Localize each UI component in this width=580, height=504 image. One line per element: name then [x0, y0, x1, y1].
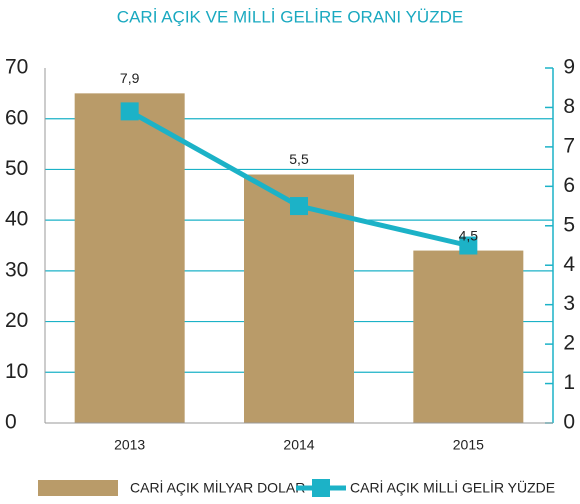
y2-tick-label: 1 [563, 371, 575, 394]
legend-label: CARİ AÇIK MİLYAR DOLAR [130, 479, 305, 496]
y2-tick-label: 8 [563, 95, 575, 118]
y2-tick-label: 7 [563, 134, 575, 157]
y2-tick-label: 0 [563, 411, 575, 434]
data-label: 7,9 [120, 70, 140, 86]
y2-tick-label: 4 [563, 253, 575, 276]
data-label: 5,5 [289, 151, 309, 167]
y2-tick-label: 9 [563, 56, 575, 79]
data-label: 4,5 [459, 227, 479, 243]
y-tick-label: 50 [5, 157, 28, 180]
line-marker [459, 236, 478, 255]
legend-label: CARİ AÇIK MİLLİ GELİR YÜZDE [350, 479, 555, 496]
y-tick-label: 60 [5, 106, 28, 129]
x-tick-label: 2014 [283, 437, 314, 453]
y2-tick-label: 5 [563, 213, 575, 236]
y-tick-label: 0 [5, 411, 17, 434]
legend-swatch [38, 480, 118, 496]
y-tick-label: 40 [5, 208, 28, 231]
x-tick-label: 2013 [114, 437, 145, 453]
bar [413, 250, 524, 423]
y-tick-label: 10 [5, 360, 28, 383]
line-marker [290, 197, 308, 216]
x-tick-label: 2015 [453, 437, 484, 453]
y2-tick-label: 6 [563, 174, 575, 197]
y-tick-label: 20 [5, 309, 28, 332]
bar [74, 93, 185, 423]
y-tick-label: 70 [5, 56, 28, 79]
line-marker [120, 102, 139, 121]
y2-tick-label: 2 [563, 332, 575, 355]
y2-tick-label: 3 [563, 292, 575, 315]
chart-title: CARİ AÇIK VE MİLLİ GELİRE ORANI YÜZDE [117, 7, 463, 26]
y-tick-label: 30 [5, 258, 28, 281]
legend-swatch [312, 479, 330, 497]
